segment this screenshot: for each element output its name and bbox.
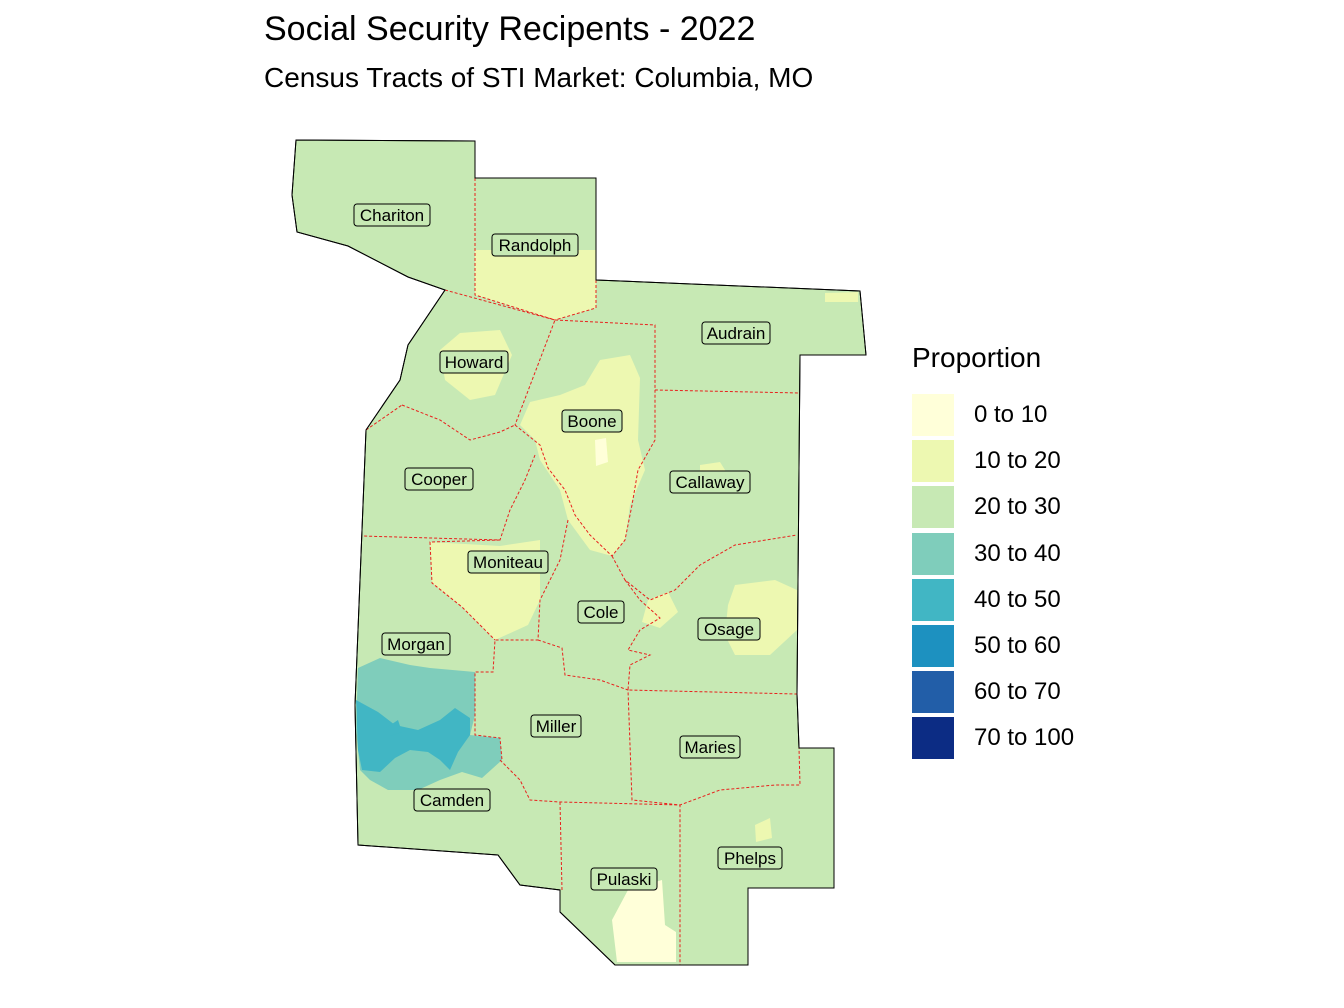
svg-text:Morgan: Morgan	[387, 635, 445, 654]
legend-swatch	[912, 717, 954, 760]
legend-swatch	[912, 486, 954, 529]
svg-text:Miller: Miller	[536, 717, 577, 736]
svg-text:Randolph: Randolph	[499, 236, 572, 255]
label-miller: Miller	[530, 714, 582, 738]
label-howard: Howard	[439, 350, 509, 374]
legend-label: 10 to 20	[974, 447, 1061, 475]
legend-swatch	[912, 578, 954, 621]
county-borders	[361, 178, 801, 965]
legend-label: 30 to 40	[974, 539, 1061, 567]
legend: Proportion 0 to 10 10 to 20 20 to 30 30 to …	[912, 342, 1074, 762]
legend-title: Proportion	[912, 342, 1042, 373]
svg-text:Cole: Cole	[584, 603, 619, 622]
svg-text:Phelps: Phelps	[724, 849, 776, 868]
market-outline	[291, 139, 867, 966]
map-title: Social Security Recipents - 2022	[264, 10, 756, 48]
label-camden: Camden	[413, 788, 491, 812]
label-randolph: Randolph	[491, 233, 579, 257]
legend-item: 60 to 70	[912, 669, 1074, 715]
svg-text:Howard: Howard	[445, 353, 504, 372]
svg-text:Cooper: Cooper	[411, 470, 467, 489]
legend-items: 0 to 10 10 to 20 20 to 30 30 to 40 40 to 50 5…	[912, 392, 1074, 762]
tracts-10-to-20	[430, 250, 858, 842]
legend-swatch	[912, 671, 954, 714]
legend-swatch	[912, 532, 954, 575]
legend-label: 40 to 50	[974, 585, 1061, 613]
svg-text:Chariton: Chariton	[360, 206, 424, 225]
legend-item: 30 to 40	[912, 531, 1074, 577]
svg-text:Pulaski: Pulaski	[597, 870, 652, 889]
legend-label: 0 to 10	[974, 401, 1048, 429]
legend-label: 50 to 60	[974, 632, 1061, 660]
svg-text:Callaway: Callaway	[676, 473, 745, 492]
map-subtitle: Census Tracts of STI Market: Columbia, M…	[264, 62, 814, 93]
svg-text:Camden: Camden	[420, 791, 484, 810]
legend-swatch	[912, 440, 954, 483]
label-chariton: Chariton	[353, 203, 431, 227]
legend-label: 60 to 70	[974, 678, 1061, 706]
label-osage: Osage	[697, 617, 761, 641]
label-maries: Maries	[679, 735, 741, 759]
legend-label: 20 to 30	[974, 493, 1061, 521]
legend-swatch	[912, 394, 954, 437]
tracts-0-to-10	[595, 438, 676, 962]
svg-text:Maries: Maries	[684, 738, 735, 757]
svg-text:Moniteau: Moniteau	[473, 553, 543, 572]
legend-item: 0 to 10	[912, 392, 1074, 438]
label-cooper: Cooper	[404, 467, 474, 491]
tracts-40-to-50	[356, 700, 470, 772]
legend-item: 70 to 100	[912, 715, 1074, 761]
legend-item: 50 to 60	[912, 623, 1074, 669]
label-moniteau: Moniteau	[467, 550, 549, 574]
legend-item: 20 to 30	[912, 484, 1074, 530]
label-morgan: Morgan	[381, 632, 451, 656]
legend-item: 40 to 50	[912, 577, 1074, 623]
label-callaway: Callaway	[669, 470, 751, 494]
label-cole: Cole	[577, 600, 625, 624]
label-phelps: Phelps	[717, 846, 783, 870]
svg-text:Osage: Osage	[704, 620, 754, 639]
legend-item: 10 to 20	[912, 438, 1074, 484]
label-pulaski: Pulaski	[590, 867, 658, 891]
svg-text:Boone: Boone	[567, 412, 616, 431]
legend-label: 70 to 100	[974, 724, 1075, 752]
label-audrain: Audrain	[701, 321, 771, 345]
label-boone: Boone	[561, 409, 623, 433]
svg-text:Audrain: Audrain	[707, 324, 766, 343]
legend-swatch	[912, 625, 954, 668]
